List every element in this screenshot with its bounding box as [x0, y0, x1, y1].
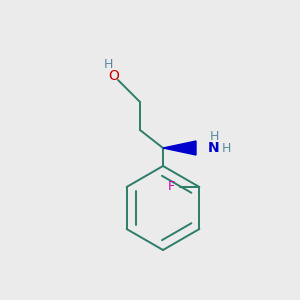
Text: O: O [109, 69, 119, 83]
Text: N: N [208, 141, 220, 155]
Text: F: F [168, 181, 175, 194]
Text: H: H [103, 58, 113, 70]
Text: H: H [221, 142, 231, 154]
Polygon shape [163, 141, 196, 155]
Text: H: H [209, 130, 219, 142]
